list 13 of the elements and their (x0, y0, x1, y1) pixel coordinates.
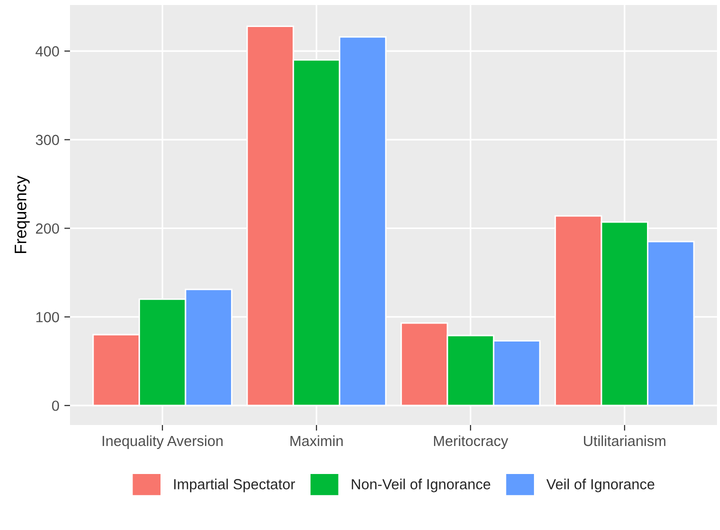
x-tick-label: Utilitarianism (584, 435, 666, 446)
x-tick-label: Meritocracy (434, 435, 508, 450)
y-tick-label: 300 (36, 134, 60, 146)
y-tick-label: 0 (52, 400, 60, 411)
y-tick-label: 200 (36, 223, 60, 234)
y-axis-title: Frequency (14, 176, 30, 253)
x-tick-label: Inequality Aversion (102, 435, 223, 450)
x-tick-label: Maximin (290, 435, 343, 446)
y-tick-label: 400 (36, 46, 60, 57)
legend-label: Non-Veil of Ignorance (352, 478, 490, 492)
y-tick-label: 100 (36, 312, 60, 322)
legend-label: Veil of Ignorance (546, 478, 654, 492)
legend-label: Impartial Spectator (174, 478, 296, 492)
